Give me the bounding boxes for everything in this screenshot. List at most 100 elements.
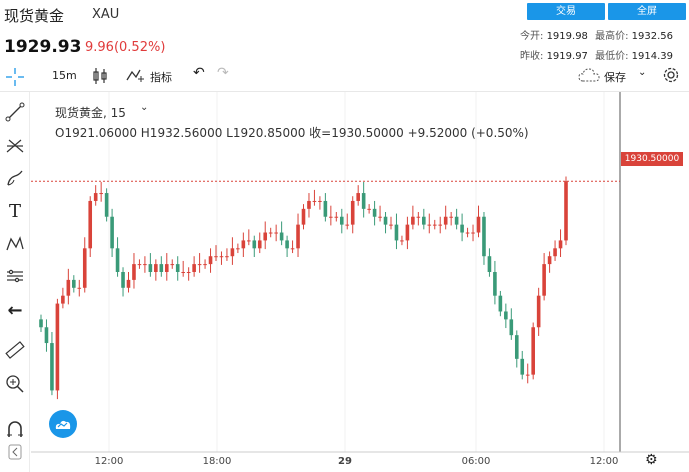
candle-body (411, 216, 415, 225)
candle-body (564, 181, 568, 241)
candle-body (514, 335, 519, 359)
candle-body (126, 279, 131, 288)
candle-body (148, 264, 153, 272)
text-tool-icon[interactable]: T (8, 200, 21, 222)
gear-icon[interactable] (662, 66, 680, 87)
ruler-icon[interactable] (3, 338, 27, 362)
chart-grid (108, 92, 605, 452)
candle-body (164, 264, 169, 272)
measure-icon[interactable] (3, 264, 27, 288)
indicators-button[interactable]: 指标 (150, 71, 172, 84)
interval-selector[interactable]: 15m (52, 69, 77, 82)
candle-body (181, 272, 185, 273)
candle-body (372, 208, 377, 217)
candle-body (312, 200, 317, 202)
zoom-in-icon[interactable] (3, 372, 27, 396)
open-value: 1919.98 (546, 31, 588, 42)
candle-body (345, 224, 350, 226)
candle-body (443, 216, 448, 225)
candle-body (247, 240, 251, 242)
chart-legend-title[interactable]: 现货黄金, 15 (55, 106, 126, 120)
candle-body (77, 287, 82, 289)
candle-body (356, 193, 360, 201)
fib-tool-icon[interactable] (3, 134, 27, 158)
candle-body (449, 216, 453, 218)
candle-body (493, 272, 497, 296)
candle-type-icon[interactable] (92, 67, 108, 88)
candle-body (137, 264, 142, 266)
candle-body (465, 232, 470, 234)
candle-body (203, 264, 207, 266)
last-price: 1929.93 (4, 37, 82, 57)
price-change: 9.96(0.52%) (85, 40, 166, 55)
candle-body (104, 193, 109, 217)
candle-body (422, 216, 426, 225)
stats-row-2: 昨收: 1919.97 最低价: 1914.39 (520, 47, 673, 62)
high-label: 最高价: (595, 31, 629, 42)
candle-body (154, 264, 158, 272)
last-price-tag: 1930.50000 (621, 152, 683, 166)
candle-body (268, 232, 273, 234)
indicators-icon[interactable] (126, 66, 146, 87)
candle-body (323, 200, 328, 217)
candle-body (389, 224, 393, 226)
candle-body (487, 256, 492, 272)
candle-body (476, 216, 481, 233)
high-value: 1932.56 (631, 31, 674, 42)
candlestick-chart[interactable] (31, 92, 689, 472)
collapse-toolbar-icon[interactable] (5, 442, 25, 462)
trend-line-icon[interactable] (3, 100, 27, 124)
candle-body (99, 193, 103, 195)
candle-body (427, 224, 432, 226)
crosshair-icon[interactable] (4, 66, 26, 91)
candle-body (498, 295, 503, 312)
magnet-icon[interactable] (3, 418, 27, 442)
candle-body (394, 224, 399, 241)
legend-chevron-icon[interactable]: ⌄ (140, 102, 149, 113)
save-button[interactable]: 保存 (604, 71, 626, 84)
chart-area[interactable] (31, 92, 689, 472)
candle-body (274, 232, 278, 234)
candle-body (159, 264, 164, 272)
chevron-down-icon[interactable]: ⌄ (638, 67, 647, 78)
candle-body (170, 264, 175, 266)
low-value: 1914.39 (631, 51, 674, 62)
candle-body (55, 303, 60, 391)
candle-body (307, 200, 311, 209)
candle-body (110, 216, 114, 249)
candle-body (208, 256, 213, 265)
candle-body (525, 374, 530, 376)
brush-icon[interactable] (3, 166, 27, 190)
candle-body (39, 319, 43, 328)
candle-body (279, 232, 284, 241)
candle-body (301, 208, 306, 225)
candle-body (192, 264, 196, 272)
candle-body (50, 343, 54, 391)
instrument-symbol: XAU (92, 7, 120, 22)
cloud-icon[interactable] (578, 67, 600, 86)
candle-body (72, 279, 76, 288)
arrow-left-icon[interactable]: ← (7, 299, 23, 321)
undo-icon[interactable]: ↶ (193, 65, 205, 81)
tradingview-logo[interactable] (49, 410, 77, 438)
redo-icon[interactable]: ↷ (217, 65, 229, 81)
candle-body (93, 193, 98, 201)
fullscreen-button[interactable]: 全屏 (608, 3, 686, 20)
chart-toolbar: 15m 指标 ↶ ↷ 保存 ⌄ (0, 62, 689, 92)
candle-body (82, 248, 87, 288)
trade-button[interactable]: 交易 (527, 3, 605, 20)
axis-settings-icon[interactable]: ⚙ (645, 452, 658, 468)
open-label: 今开: (520, 31, 544, 42)
prev-close-value: 1919.97 (546, 51, 588, 62)
candle-body (378, 216, 382, 218)
candle-body (236, 248, 240, 250)
drawing-toolbar: T ← (0, 92, 30, 472)
candle-body (416, 216, 421, 218)
candle-body (66, 279, 71, 296)
candle-body (542, 264, 546, 296)
candle-body (558, 240, 563, 249)
x-tick-label: 06:00 (461, 456, 491, 467)
candle-body (115, 248, 120, 272)
candle-body (121, 272, 125, 288)
pattern-icon[interactable] (3, 232, 27, 256)
